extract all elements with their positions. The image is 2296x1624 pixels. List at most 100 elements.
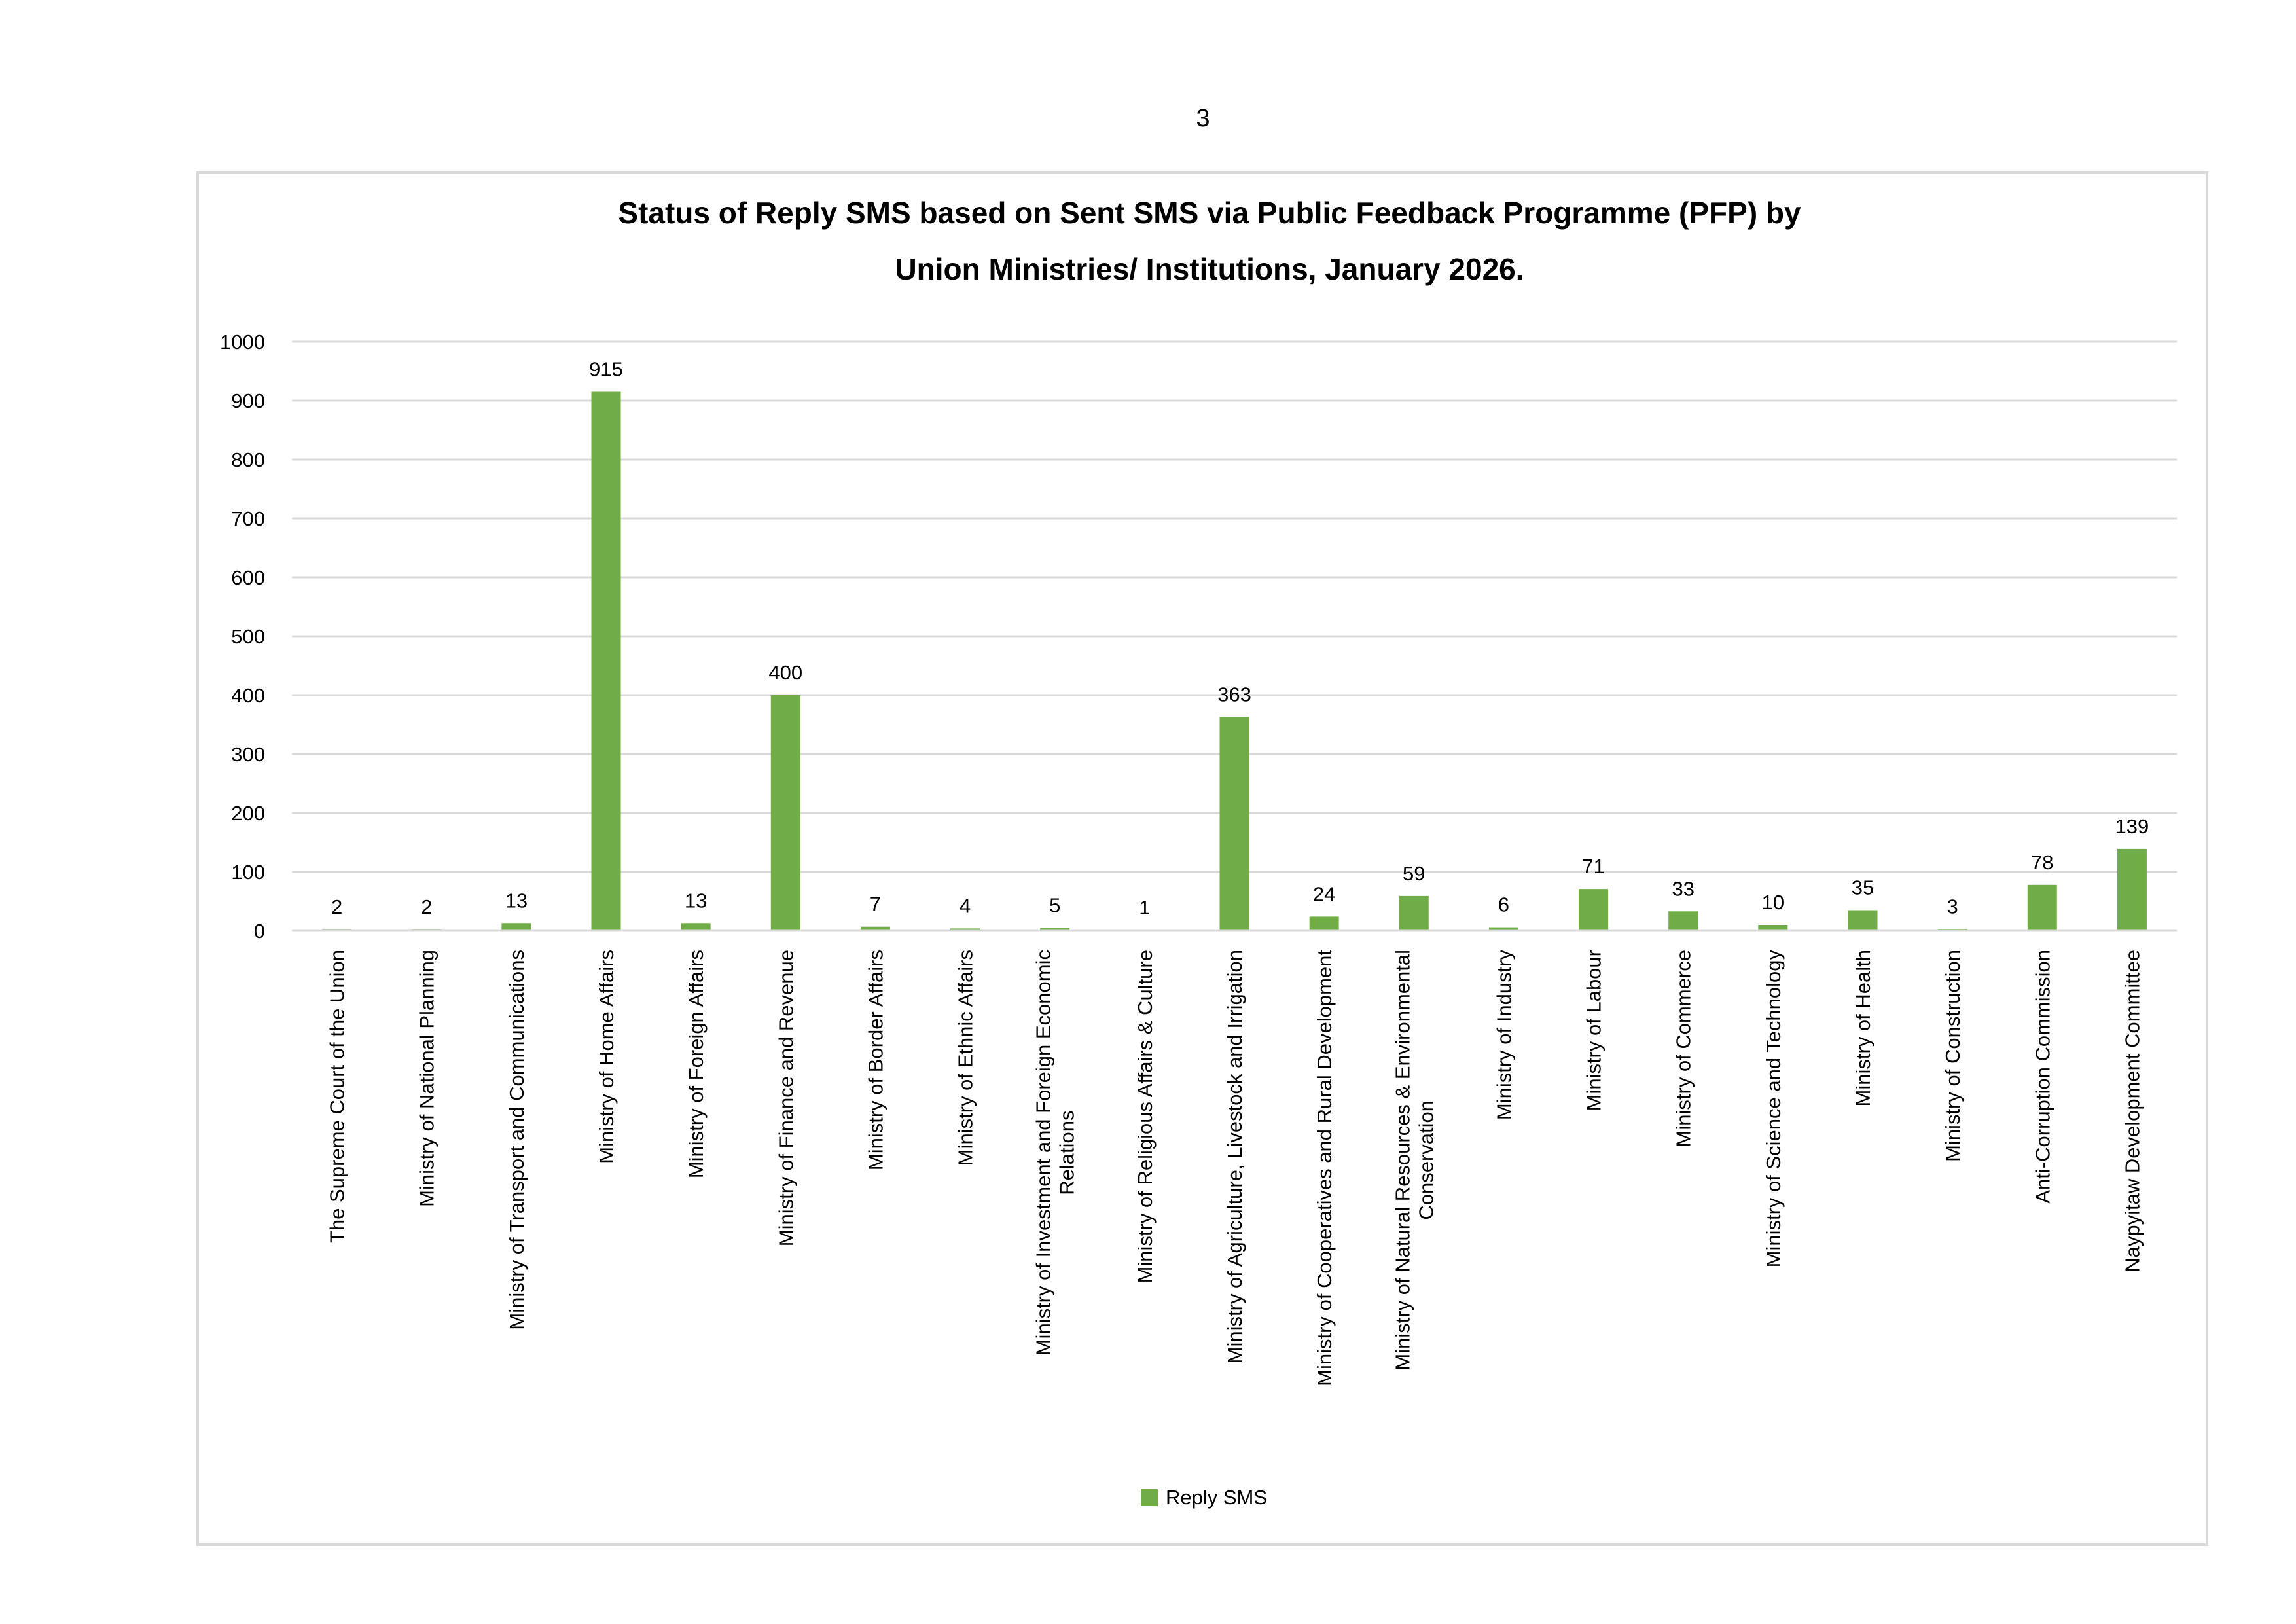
y-tick-label: 0 (254, 920, 265, 943)
x-axis-label-line: Ministry of Construction (1941, 950, 1964, 1162)
legend: Reply SMS (1141, 1486, 1267, 1509)
legend-label: Reply SMS (1166, 1486, 1267, 1509)
x-axis-label-line: Ministry of Labour (1583, 950, 1605, 1111)
y-tick-label: 900 (231, 389, 265, 412)
y-tick-label: 600 (231, 566, 265, 589)
x-axis-label: Ministry of Health (1852, 950, 1874, 1106)
bar (1848, 910, 1878, 931)
data-label: 3 (1947, 895, 1958, 918)
x-axis-label-line: The Supreme Court of the Union (326, 950, 349, 1243)
x-axis-label-line: Ministry of Commerce (1672, 950, 1695, 1147)
y-axis-ticks: 0 100 200 300 400 500 600 700 800 900 1000 (220, 331, 265, 943)
y-tick-label: 100 (231, 861, 265, 884)
x-axis-label-line: Ministry of Agriculture, Livestock and I… (1223, 950, 1246, 1363)
bar (950, 928, 980, 931)
data-label: 1 (1139, 896, 1150, 919)
bar (2027, 884, 2057, 931)
data-label: 35 (1852, 876, 1874, 899)
bar (1309, 916, 1339, 931)
x-axis-label-line: Ministry of Transport and Communications (505, 950, 528, 1330)
x-axis-label: Ministry of Foreign Affairs (685, 950, 708, 1178)
x-axis-labels: The Supreme Court of the Union Ministry o… (326, 950, 2144, 1386)
data-label: 13 (505, 889, 528, 912)
x-axis-label: Ministry of Commerce (1672, 950, 1695, 1147)
x-axis-label: Ministry of Agriculture, Livestock and I… (1223, 950, 1246, 1363)
y-tick-label: 500 (231, 625, 265, 648)
x-axis-label-line: Ministry of Foreign Affairs (685, 950, 708, 1178)
x-axis-label-line: Ministry of Home Affairs (595, 950, 618, 1164)
data-label: 78 (2031, 851, 2053, 874)
y-tick-label: 700 (231, 507, 265, 530)
x-axis-label-line: Relations (1056, 1111, 1079, 1195)
bar (770, 695, 800, 931)
y-tick-label: 1000 (220, 331, 265, 353)
data-label: 4 (960, 894, 971, 917)
data-label: 7 (870, 893, 881, 916)
data-label: 13 (685, 889, 707, 912)
bar (1668, 911, 1698, 931)
chart-title-line-1: Status of Reply SMS based on Sent SMS vi… (618, 196, 1801, 230)
page-number: 3 (1196, 105, 1210, 132)
data-label: 915 (589, 358, 623, 381)
data-label: 2 (421, 895, 432, 918)
chart-title-line-2: Union Ministries/ Institutions, January … (895, 252, 1524, 286)
legend-swatch (1141, 1489, 1158, 1506)
y-tick-label: 800 (231, 448, 265, 471)
bar (591, 391, 621, 931)
x-axis-label-line: Ministry of Natural Resources & Environm… (1391, 950, 1414, 1371)
data-label: 5 (1049, 894, 1060, 917)
x-axis-label-line: Naypyitaw Development Committee (2121, 950, 2144, 1272)
data-label: 400 (768, 661, 802, 684)
bars (292, 391, 2177, 932)
data-label: 59 (1403, 862, 1425, 885)
x-axis-label: Ministry of Home Affairs (595, 950, 618, 1164)
bar (1758, 925, 1788, 931)
x-axis-label: Ministry of Natural Resources & Environm… (1391, 950, 1437, 1371)
data-label: 71 (1582, 855, 1604, 878)
x-axis-label-line: Ministry of Cooperatives and Rural Devel… (1313, 950, 1336, 1386)
bar (860, 926, 890, 931)
bar (681, 923, 711, 931)
x-axis-label: Ministry of National Planning (416, 950, 439, 1207)
x-axis-label-line: Ministry of Health (1852, 950, 1874, 1106)
x-axis-label-line: Ministry of Industry (1492, 950, 1515, 1121)
bar (1040, 928, 1070, 931)
data-label: 33 (1672, 877, 1694, 900)
x-axis-label: Ministry of Industry (1492, 950, 1515, 1121)
x-axis-label: Ministry of Labour (1583, 950, 1605, 1111)
bar (1399, 895, 1429, 931)
x-axis-label: Ministry of Investment and Foreign Econo… (1032, 950, 1079, 1356)
x-axis-label: Anti-Corruption Commission (2031, 950, 2054, 1204)
bar (1579, 889, 1609, 931)
x-axis-label: Ministry of Construction (1941, 950, 1964, 1162)
bar (1219, 717, 1249, 931)
x-axis-label: Ministry of Finance and Revenue (774, 950, 797, 1246)
x-axis-label-line: Ministry of Religious Affairs & Culture (1134, 950, 1157, 1283)
x-axis-label: Ministry of Ethnic Affairs (954, 950, 977, 1166)
x-axis-label-line: Ministry of Border Affairs (864, 950, 887, 1170)
bar (501, 923, 531, 931)
chart-frame (196, 171, 2208, 1546)
data-label: 363 (1217, 683, 1251, 706)
x-axis-label: Ministry of Religious Affairs & Culture (1134, 950, 1157, 1283)
x-axis-label: Ministry of Transport and Communications (505, 950, 528, 1330)
bar (1488, 927, 1518, 931)
x-axis-label: Ministry of Border Affairs (864, 950, 887, 1170)
data-label: 6 (1498, 893, 1509, 916)
y-tick-label: 400 (231, 684, 265, 707)
x-axis-label-line: Ministry of Finance and Revenue (774, 950, 797, 1246)
x-axis-label: The Supreme Court of the Union (326, 950, 349, 1243)
x-axis-label-line: Ministry of Investment and Foreign Econo… (1032, 950, 1055, 1356)
data-label: 139 (2115, 815, 2149, 838)
y-tick-label: 200 (231, 802, 265, 825)
x-axis-label-line: Ministry of Science and Technology (1762, 950, 1785, 1268)
data-label: 24 (1313, 882, 1335, 905)
data-labels: 2 2 13 915 13 400 7 4 5 1 363 24 59 6 71 33 10 35 3 78 139 (331, 358, 2149, 920)
x-axis-label: Ministry of Cooperatives and Rural Devel… (1313, 950, 1336, 1386)
x-axis-label-line: Ministry of Ethnic Affairs (954, 950, 977, 1166)
x-axis-label-line: Anti-Corruption Commission (2031, 950, 2054, 1204)
bar (2117, 848, 2147, 931)
x-axis-label-line: Ministry of National Planning (416, 950, 439, 1207)
x-axis-label: Ministry of Science and Technology (1762, 950, 1785, 1268)
